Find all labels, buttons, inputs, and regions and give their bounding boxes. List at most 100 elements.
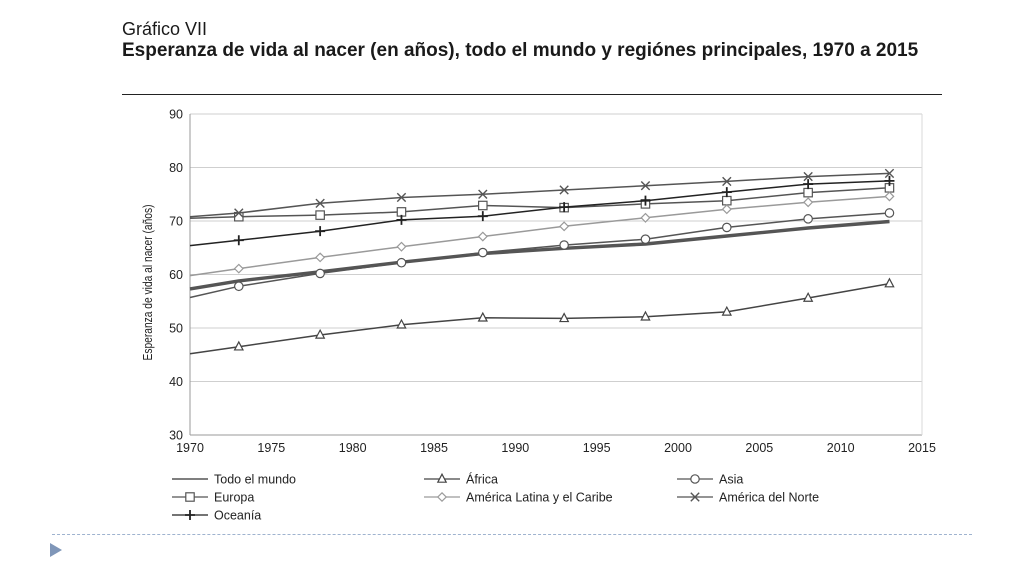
series-line — [189, 219, 890, 291]
y-tick-label: 30 — [169, 429, 183, 443]
chart-title: Esperanza de vida al nacer (en años), to… — [122, 40, 919, 61]
data-point — [396, 257, 407, 268]
slide-bullet-arrow-icon — [50, 543, 62, 557]
legend-entry: Todo el mundo — [172, 473, 296, 487]
data-point — [478, 189, 488, 199]
data-point — [803, 214, 813, 224]
legend-entry: Asia — [677, 473, 743, 487]
data-point — [315, 226, 326, 237]
title-rule — [122, 94, 942, 95]
data-point — [477, 211, 488, 222]
series-line — [189, 180, 890, 247]
x-tick-label: 1995 — [583, 441, 611, 455]
legend-label: Oceanía — [214, 509, 261, 523]
legend-marker — [690, 492, 700, 502]
x-tick-label: 1975 — [257, 441, 285, 455]
data-point — [803, 171, 813, 182]
legend-label: Todo el mundo — [214, 473, 296, 487]
data-point — [315, 210, 325, 220]
legend-entry: Oceanía — [172, 509, 261, 523]
legend-entry: América Latina y el Caribe — [424, 491, 613, 505]
data-point — [721, 204, 732, 215]
slide-footer-line — [52, 534, 972, 535]
data-point — [640, 195, 651, 206]
data-point — [559, 221, 570, 232]
x-tick-label: 1985 — [420, 441, 448, 455]
data-point — [884, 191, 895, 202]
data-point — [640, 310, 651, 321]
data-point — [315, 268, 325, 279]
data-point — [884, 208, 895, 218]
data-point — [640, 212, 651, 223]
data-point — [721, 305, 732, 316]
legend-label: Asia — [719, 473, 743, 487]
data-point — [233, 340, 244, 351]
legend-marker — [436, 472, 448, 483]
legend-entry: África — [424, 472, 498, 487]
legend-marker — [436, 491, 448, 503]
legend-label: América Latina y el Caribe — [466, 491, 613, 505]
data-point — [314, 328, 326, 339]
y-tick-label: 60 — [169, 268, 183, 282]
x-tick-label: 1980 — [339, 441, 367, 455]
x-tick-label: 2015 — [908, 441, 936, 455]
data-point — [722, 176, 732, 187]
data-point — [396, 241, 407, 252]
series-2 — [189, 208, 895, 299]
legend-marker — [185, 492, 195, 502]
x-tick-label: 1970 — [176, 441, 204, 455]
x-tick-label: 2010 — [827, 441, 855, 455]
x-tick-label: 2000 — [664, 441, 692, 455]
data-point — [803, 179, 814, 190]
series-3 — [189, 183, 895, 222]
series-line — [189, 195, 890, 277]
data-point — [640, 234, 651, 244]
legend-entry: Europa — [172, 491, 254, 505]
chart-heading: Gráfico VII Esperanza de vida al nacer (… — [122, 18, 952, 62]
data-point — [721, 195, 732, 206]
y-tick-label: 40 — [169, 375, 183, 389]
data-point — [559, 185, 569, 195]
series-1 — [189, 277, 895, 355]
data-point — [396, 318, 407, 329]
data-point — [721, 187, 732, 198]
data-point — [234, 208, 244, 218]
data-point — [884, 175, 895, 186]
data-point — [396, 214, 407, 225]
data-point — [234, 281, 244, 292]
data-point — [478, 200, 488, 211]
series-line — [189, 172, 890, 218]
data-point — [233, 263, 244, 274]
data-point — [721, 222, 732, 233]
legend-label: África — [466, 472, 498, 487]
data-point — [396, 207, 407, 217]
y-tick-label: 70 — [169, 215, 183, 229]
data-point — [396, 192, 407, 203]
data-point — [559, 240, 569, 250]
legend-entry: América del Norte — [677, 491, 819, 505]
y-tick-label: 90 — [169, 108, 183, 122]
data-point — [803, 187, 813, 198]
legend-label: América del Norte — [719, 491, 819, 505]
legend-marker — [690, 474, 700, 484]
legend-label: Europa — [214, 491, 254, 505]
series-5 — [189, 168, 895, 218]
data-point — [233, 235, 244, 246]
y-tick-label: 50 — [169, 322, 183, 336]
data-point — [640, 180, 651, 191]
series-6 — [189, 175, 895, 247]
data-point — [802, 291, 814, 302]
data-point — [559, 202, 570, 213]
data-point — [884, 168, 895, 179]
data-point — [884, 277, 895, 288]
series-line — [189, 212, 890, 299]
y-axis-label: Esperanza de vida al nacer (años) — [142, 204, 155, 360]
data-point — [477, 311, 488, 322]
data-point — [477, 247, 488, 258]
series-4 — [189, 191, 895, 277]
series-0 — [189, 219, 890, 291]
y-tick-label: 80 — [169, 161, 183, 175]
data-point — [315, 198, 325, 209]
x-tick-label: 2005 — [745, 441, 773, 455]
